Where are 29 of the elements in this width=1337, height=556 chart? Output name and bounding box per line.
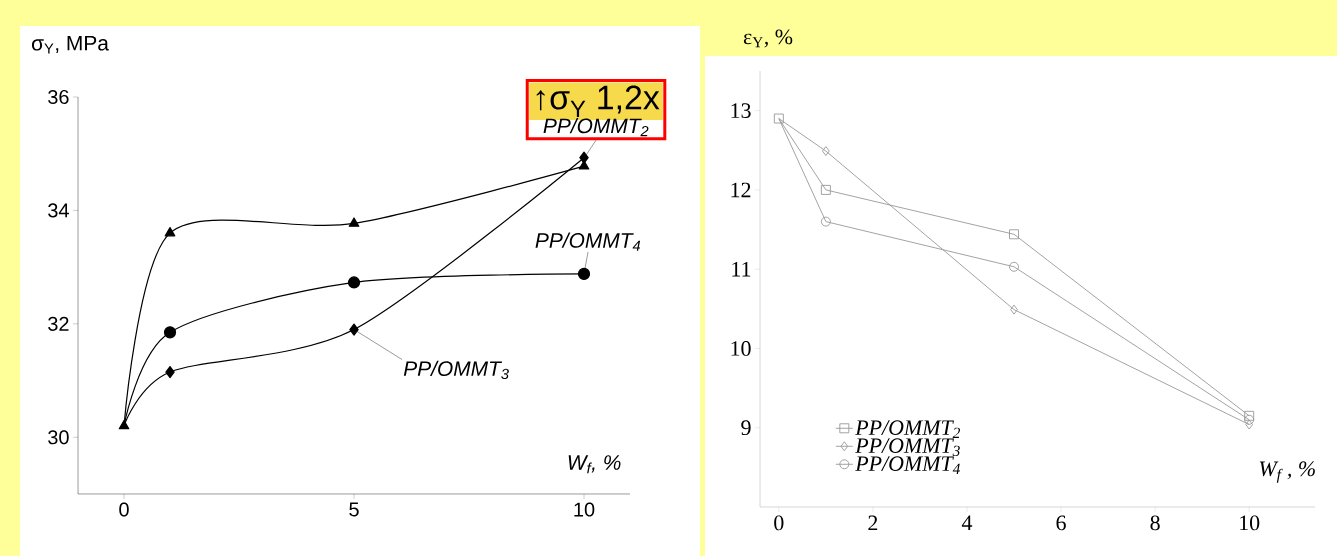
y-tick-label: 13 [731,103,751,118]
x-tick-label: 0 [774,515,784,531]
x-tick-label: 0 [119,502,129,517]
series-label: PP/OMMT$_{4}$ [535,232,641,251]
x-axis-title: W$_{f}$, % [568,455,621,474]
x-tick-label: 10 [574,502,595,517]
legend-label: PP/OMMT$_{4}$ [855,456,960,474]
x-tick-label: 2 [868,515,878,531]
y-tick-label: 10 [731,341,751,356]
text: PP/OMMT$_{3}$ [403,360,509,380]
y-tick-label: 9 [741,420,751,436]
y-tick-label: 32 [48,316,69,331]
x-tick-label: 8 [1150,515,1160,531]
y-tick-label: 34 [48,203,69,218]
legend-label: PP/OMMT$_{2}$ [855,420,960,438]
x-tick-label: 5 [349,502,359,517]
annotation: ↑σ$_{Y}$ 1,2x [536,85,660,117]
x-axis-title: W$_{f}$ , % [1259,461,1315,483]
y-tick-label: 12 [731,182,751,198]
x-tick-label: 6 [1056,515,1066,531]
series-label: PP/OMMT$_{2}$ [543,117,649,137]
y-tick-label: 36 [48,89,69,105]
x-tick-label: 4 [961,515,973,530]
x-tick-label: 10 [1240,515,1260,531]
legend-label: PP/OMMT$_{3}$ [855,438,960,457]
y-axis-title: ε$_{Y}$, % [743,29,793,48]
y-tick-label: 30 [48,430,69,445]
y-tick-label: 11 [732,261,751,277]
y-axis-title: σ$_{Y}$, MPa [31,35,109,54]
